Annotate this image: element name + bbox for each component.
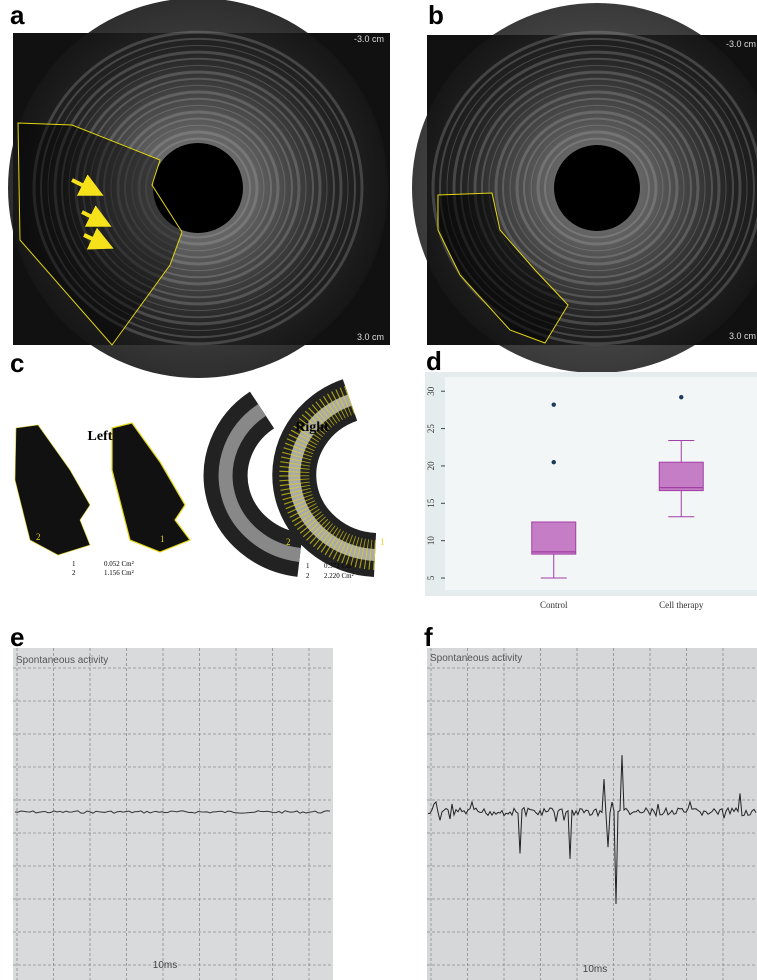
region-label: 2 [36, 532, 41, 542]
time-scale: 10ms [153, 960, 177, 971]
group-title: Right [295, 420, 329, 435]
recording-paper [13, 648, 333, 980]
depth-label: 3.0 cm [357, 332, 384, 342]
panel-label: f [424, 622, 433, 652]
depth-label: -3.0 cm [354, 34, 384, 44]
ultrasound-image: -3.0 cm 3.0 cm [412, 3, 757, 373]
legend-index: 1 [306, 562, 310, 570]
time-scale: 10ms [583, 964, 607, 975]
legend-area: 1.156 Cm² [104, 569, 134, 577]
legend-index: 2 [72, 569, 76, 577]
ultrasound-image: -3.0 cm 3.0 cm [8, 0, 390, 378]
outlier [552, 402, 556, 406]
region-label: 1 [380, 537, 385, 547]
depth-label: -3.0 cm [726, 39, 756, 49]
box [532, 522, 576, 554]
x-tick-label: Cell therapy [659, 600, 704, 610]
y-tick-label: 5 [426, 575, 436, 580]
depth-label: 3.0 cm [729, 331, 756, 341]
legend-index: 2 [306, 572, 310, 580]
panel-label: e [10, 622, 24, 652]
x-tick-label: Control [540, 600, 568, 610]
outlier [552, 460, 556, 464]
legend-index: 1 [72, 560, 76, 568]
legend-area: 2.220 Cm² [324, 572, 354, 580]
panel-label: d [426, 346, 442, 376]
region-label: 2 [286, 537, 291, 547]
recording-paper [427, 648, 757, 980]
legend-area: 0.372 Cm² [324, 562, 354, 570]
panel-label: c [10, 348, 24, 378]
recording-title: Spontaneous activity [16, 655, 108, 666]
y-tick-label: 10 [426, 536, 436, 546]
outlier [679, 395, 683, 399]
y-tick-label: 20 [426, 461, 436, 471]
segmentation-left: Left 2 1 1 0.052 Cm² 2 1.156 Cm² [15, 423, 190, 577]
recording-title: Spontaneous activity [430, 653, 522, 664]
segmentation-right: Right 2 1 1 0.372 Cm² 2 2.220 Cm² [226, 400, 385, 580]
panel-label: a [10, 0, 25, 30]
y-tick-label: 30 [426, 386, 436, 396]
plot-area [445, 377, 757, 590]
box [659, 462, 703, 490]
group-title: Left [88, 429, 113, 444]
region-label: 1 [160, 534, 165, 544]
panel-label: b [428, 0, 444, 30]
legend-area: 0.052 Cm² [104, 560, 134, 568]
figure: a -3.0 cm 3.0 cm b -3.0 cm 3.0 cm c Left… [0, 0, 757, 980]
y-tick-label: 15 [426, 498, 436, 508]
y-tick-label: 25 [426, 424, 436, 434]
